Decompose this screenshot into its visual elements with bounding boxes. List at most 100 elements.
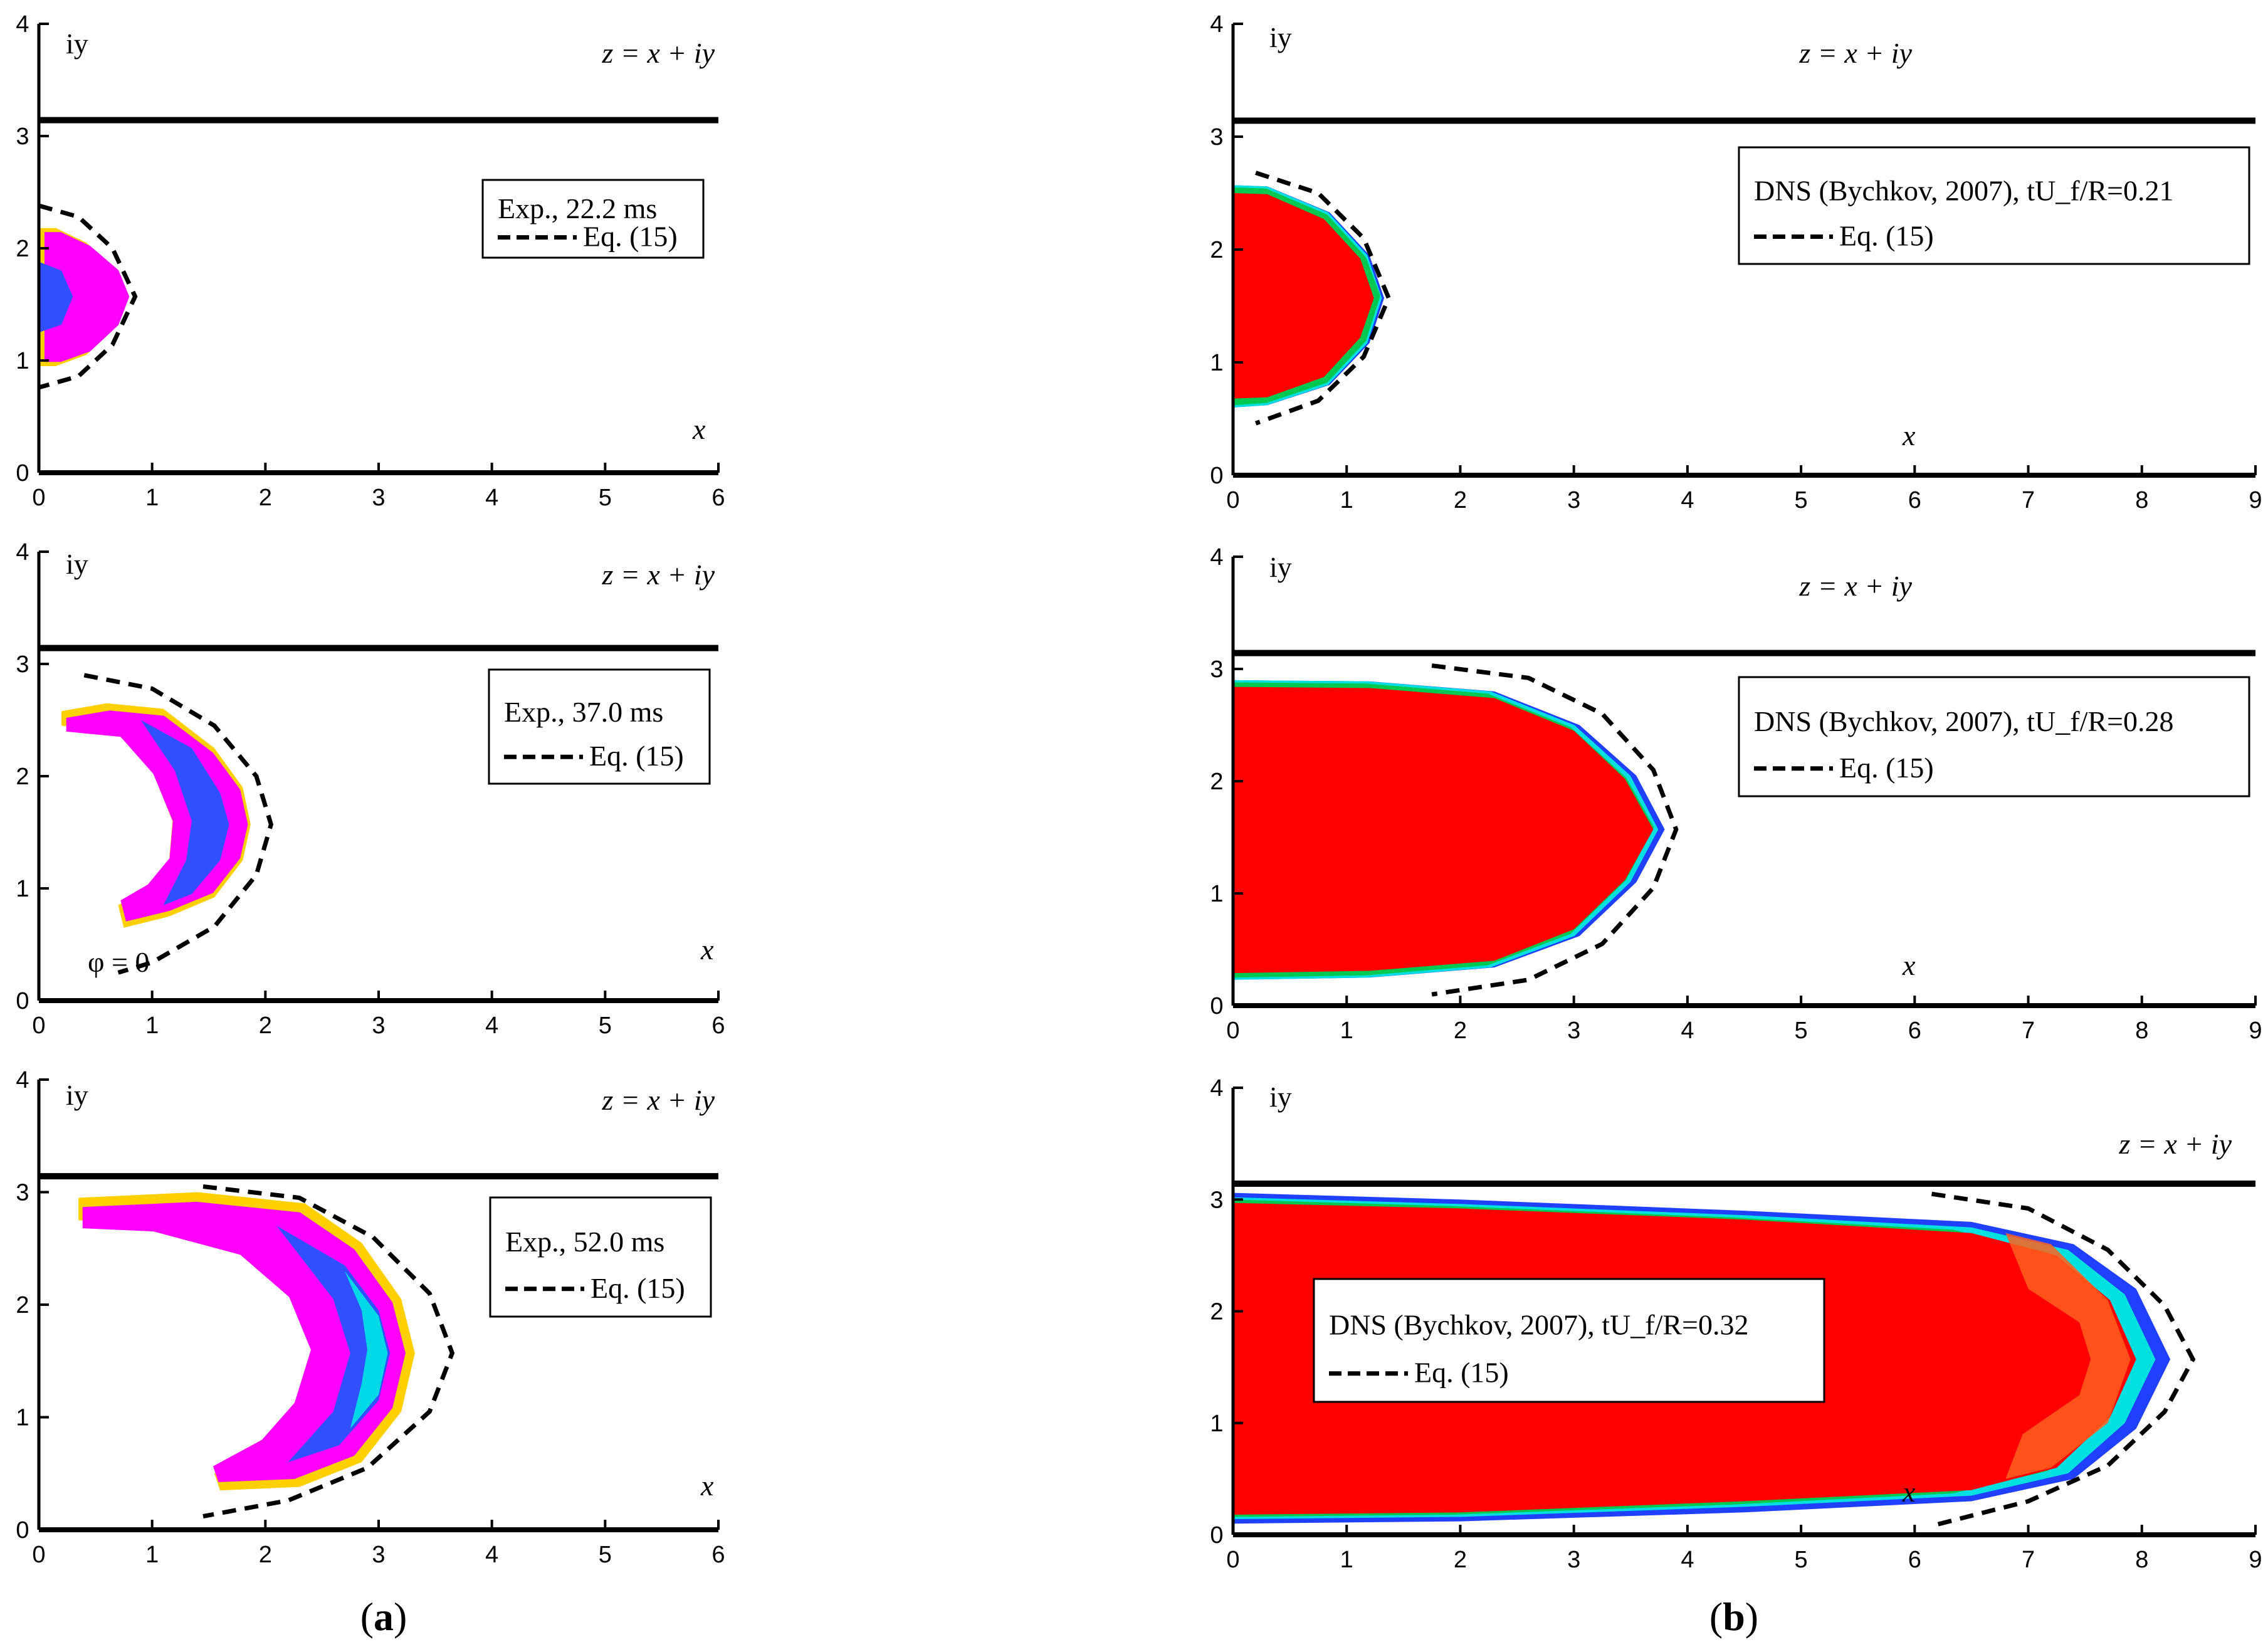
x-tick-label: 4 bbox=[485, 1013, 498, 1039]
exp-front-blue bbox=[39, 261, 73, 333]
x-tick-label: 1 bbox=[1340, 1547, 1353, 1573]
burnt-region bbox=[1233, 687, 1654, 974]
burnt-region bbox=[1233, 193, 1374, 399]
x-tick-label: 7 bbox=[2022, 487, 2035, 513]
x-tick-label: 3 bbox=[1567, 1547, 1580, 1573]
theory-curve bbox=[202, 1184, 455, 1518]
y-tick-label: 3 bbox=[1210, 656, 1223, 683]
y-tick-label: 3 bbox=[1210, 1187, 1223, 1213]
x-tick-label: 0 bbox=[32, 485, 45, 511]
x-tick-label: 3 bbox=[372, 1013, 385, 1039]
y-tick-label: 2 bbox=[1210, 769, 1223, 795]
x-tick-label: 3 bbox=[372, 485, 385, 511]
x-tick-label: 0 bbox=[1226, 1018, 1239, 1044]
x-tick-label: 4 bbox=[485, 1542, 498, 1568]
x-tick-label: 9 bbox=[2249, 1018, 2262, 1044]
legend-entry-source: DNS (Bychkov, 2007), tU_f/R=0.28 bbox=[1754, 705, 2174, 737]
x-axis-label: x bbox=[1902, 1476, 1916, 1508]
x-tick-label: 3 bbox=[1567, 487, 1580, 513]
y-tick-label: 0 bbox=[16, 460, 29, 487]
legend: DNS (Bychkov, 2007), tU_f/R=0.32 Eq. (15) bbox=[1313, 1278, 1825, 1403]
x-tick-label: 6 bbox=[1908, 1547, 1921, 1573]
y-tick-label: 4 bbox=[16, 11, 29, 38]
y-tick-label: 1 bbox=[1210, 881, 1223, 907]
legend-box bbox=[1738, 676, 2250, 797]
y-tick-label: 1 bbox=[16, 1405, 29, 1431]
x-axis-label: x bbox=[1902, 949, 1916, 981]
y-tick-label: 1 bbox=[1210, 350, 1223, 376]
legend-box bbox=[488, 668, 711, 785]
y-tick-label: 1 bbox=[1210, 1411, 1223, 1437]
x-tick-label: 1 bbox=[145, 485, 159, 511]
equation-label: z = x + iy bbox=[1798, 37, 1912, 69]
x-tick-label: 2 bbox=[1454, 1547, 1467, 1573]
legend-entry-source: Exp., 22.2 ms bbox=[498, 192, 657, 224]
theory-curve bbox=[83, 673, 274, 975]
legend-entry-theory: Eq. (15) bbox=[591, 1272, 685, 1304]
y-tick-label: 0 bbox=[1210, 1522, 1223, 1549]
x-tick-label: 5 bbox=[1795, 1018, 1808, 1044]
y-tick-label: 2 bbox=[1210, 237, 1223, 263]
y-tick-label: 0 bbox=[1210, 463, 1223, 489]
legend-entry-source: Exp., 37.0 ms bbox=[504, 696, 663, 728]
legend-entry-source: Exp., 52.0 ms bbox=[505, 1226, 664, 1258]
y-tick-label: 3 bbox=[1210, 124, 1223, 150]
x-tick-label: 5 bbox=[599, 1013, 612, 1039]
y-tick-label: 4 bbox=[16, 1067, 29, 1093]
x-tick-label: 3 bbox=[1567, 1018, 1580, 1044]
x-tick-label: 8 bbox=[2135, 1547, 2148, 1573]
legend: Exp., 37.0 ms Eq. (15) bbox=[488, 668, 711, 785]
y-axis-label: iy bbox=[1269, 21, 1292, 53]
x-tick-label: 6 bbox=[1908, 487, 1921, 513]
x-tick-label: 1 bbox=[1340, 1018, 1353, 1044]
y-tick-label: 1 bbox=[16, 348, 29, 374]
chart-panel-a-middle: 0 1 2 3 4 5 6 0 1 2 3 4 iy x z = x + iy φ = 0 Exp., 37.0… bbox=[16, 539, 725, 1039]
y-tick-label: 2 bbox=[16, 1292, 29, 1318]
legend-entry-theory: Eq. (15) bbox=[1839, 220, 1934, 252]
x-tick-label: 5 bbox=[1795, 487, 1808, 513]
y-axis-label: iy bbox=[66, 28, 88, 60]
x-tick-label: 1 bbox=[1340, 487, 1353, 513]
chart-panel-a-bottom: 0 1 2 3 4 5 6 0 1 2 3 4 iy x z = x + iy Exp., 52.0 ms Eq… bbox=[16, 1067, 725, 1568]
y-tick-label: 0 bbox=[16, 988, 29, 1014]
y-axis-label: iy bbox=[66, 1079, 88, 1111]
x-tick-label: 6 bbox=[711, 1013, 725, 1039]
x-axis-label: x bbox=[692, 413, 706, 445]
phi-annotation: φ = 0 bbox=[88, 946, 150, 978]
x-tick-label: 7 bbox=[2022, 1547, 2035, 1573]
y-tick-label: 2 bbox=[16, 236, 29, 262]
legend: Exp., 52.0 ms Eq. (15) bbox=[489, 1196, 712, 1318]
x-tick-label: 5 bbox=[1795, 1547, 1808, 1573]
x-tick-label: 1 bbox=[145, 1542, 159, 1568]
exp-front-core bbox=[344, 1271, 388, 1429]
x-tick-label: 3 bbox=[372, 1542, 385, 1568]
x-tick-label: 8 bbox=[2135, 487, 2148, 513]
legend-box bbox=[1313, 1278, 1825, 1403]
y-tick-label: 3 bbox=[16, 1180, 29, 1206]
x-tick-label: 2 bbox=[1454, 1018, 1467, 1044]
theory-curve bbox=[38, 203, 138, 390]
legend: DNS (Bychkov, 2007), tU_f/R=0.21 Eq. (15) bbox=[1738, 146, 2250, 265]
caption-b: (b) bbox=[1709, 1594, 1758, 1639]
y-tick-label: 0 bbox=[1210, 993, 1223, 1019]
x-tick-label: 0 bbox=[32, 1013, 45, 1039]
equation-label: z = x + iy bbox=[601, 559, 715, 591]
x-tick-label: 9 bbox=[2249, 487, 2262, 513]
y-tick-label: 2 bbox=[16, 764, 29, 790]
legend-entry-theory: Eq. (15) bbox=[1414, 1357, 1509, 1389]
legend-entry-source: DNS (Bychkov, 2007), tU_f/R=0.21 bbox=[1754, 175, 2174, 207]
x-tick-label: 4 bbox=[1681, 1018, 1694, 1044]
chart-panel-b-bottom: 0 1 2 3 4 5 6 7 8 9 0 1 2 3 4 iy x z = x + iy DNS (Bychkov… bbox=[1210, 1075, 2262, 1573]
theory-curve bbox=[1431, 663, 1679, 997]
theory-curve bbox=[1255, 171, 1392, 426]
x-axis-label: x bbox=[700, 934, 714, 966]
legend-box bbox=[481, 179, 705, 259]
x-tick-label: 2 bbox=[259, 1013, 272, 1039]
x-tick-label: 7 bbox=[2022, 1018, 2035, 1044]
x-tick-label: 5 bbox=[599, 1542, 612, 1568]
x-tick-label: 2 bbox=[1454, 487, 1467, 513]
theory-curve bbox=[1931, 1191, 2196, 1529]
y-tick-label: 0 bbox=[16, 1517, 29, 1544]
